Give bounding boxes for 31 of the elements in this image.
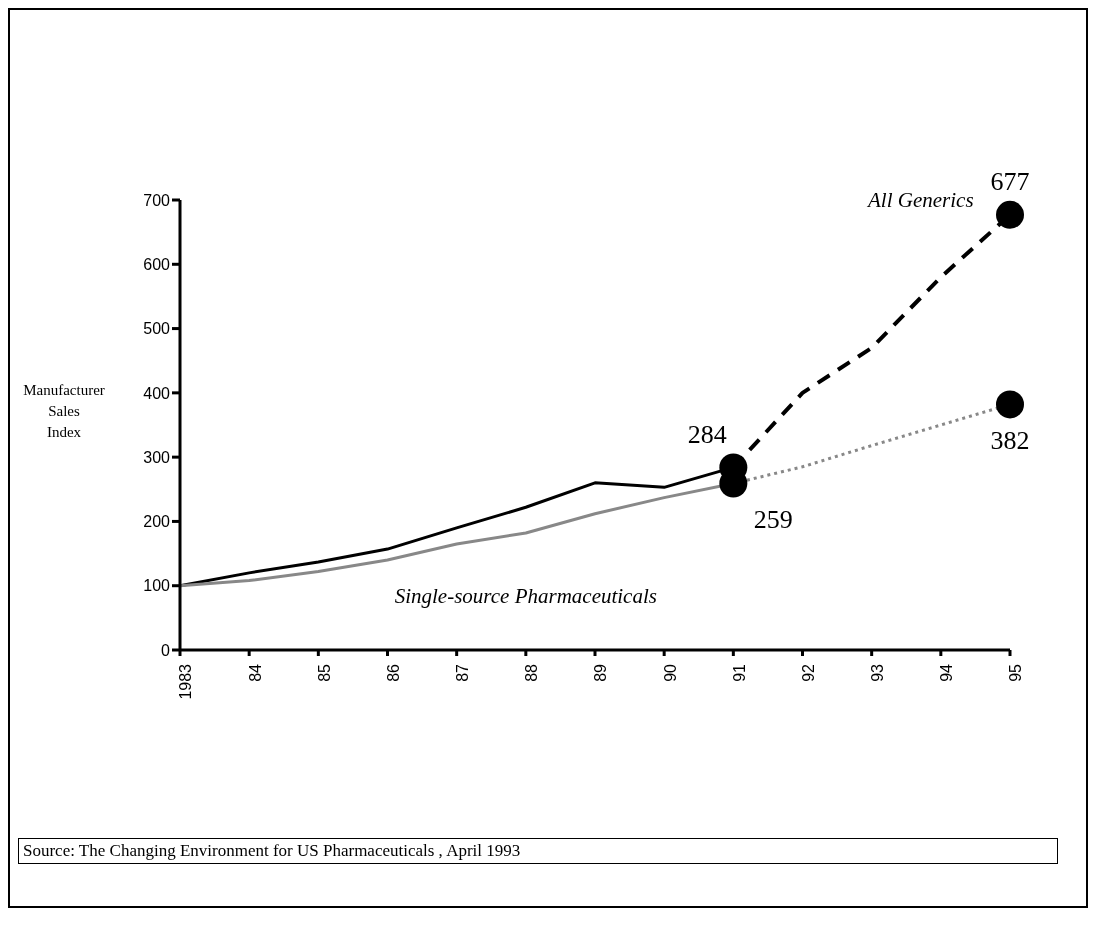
x-tick-label: 90 [661, 663, 679, 682]
data-label: 677 [990, 167, 1030, 197]
y-tick-label: 0 [161, 641, 171, 659]
y-tick-label: 400 [143, 384, 171, 402]
x-tick-label: 91 [730, 663, 748, 682]
x-tick-label: 87 [454, 663, 472, 682]
x-tick-label: 92 [799, 663, 817, 682]
x-tick-label: 89 [592, 663, 610, 682]
x-tick-label: 93 [869, 663, 887, 682]
x-tick-label: 85 [315, 663, 333, 682]
y-tick-label: 100 [143, 577, 171, 595]
y-tick-label: 500 [143, 320, 171, 338]
x-tick-label: 88 [523, 663, 541, 682]
source-note: Source: The Changing Environment for US Pharmaceuticals , April 1993 [18, 838, 1058, 864]
x-tick-label: 95 [1007, 663, 1025, 682]
y-tick-label: 200 [143, 513, 171, 531]
y-axis-title: Manufacturer Sales Index [22, 381, 106, 442]
y-tick-label: 300 [143, 448, 171, 466]
point [996, 390, 1024, 419]
y-tick-label: 700 [143, 191, 171, 209]
point [996, 200, 1024, 229]
series-label: All Generics [866, 188, 974, 213]
data-label: 382 [990, 425, 1030, 455]
x-tick-label: 84 [246, 663, 264, 682]
y-tick-label: 600 [143, 255, 171, 273]
data-label: 259 [753, 505, 793, 535]
series-label: Single-source Pharmaceuticals [394, 584, 657, 608]
x-tick-label: 94 [938, 663, 956, 682]
x-tick-label: 86 [384, 663, 402, 682]
x-tick-label: 1983 [177, 663, 195, 700]
data-label: 284 [687, 419, 727, 449]
